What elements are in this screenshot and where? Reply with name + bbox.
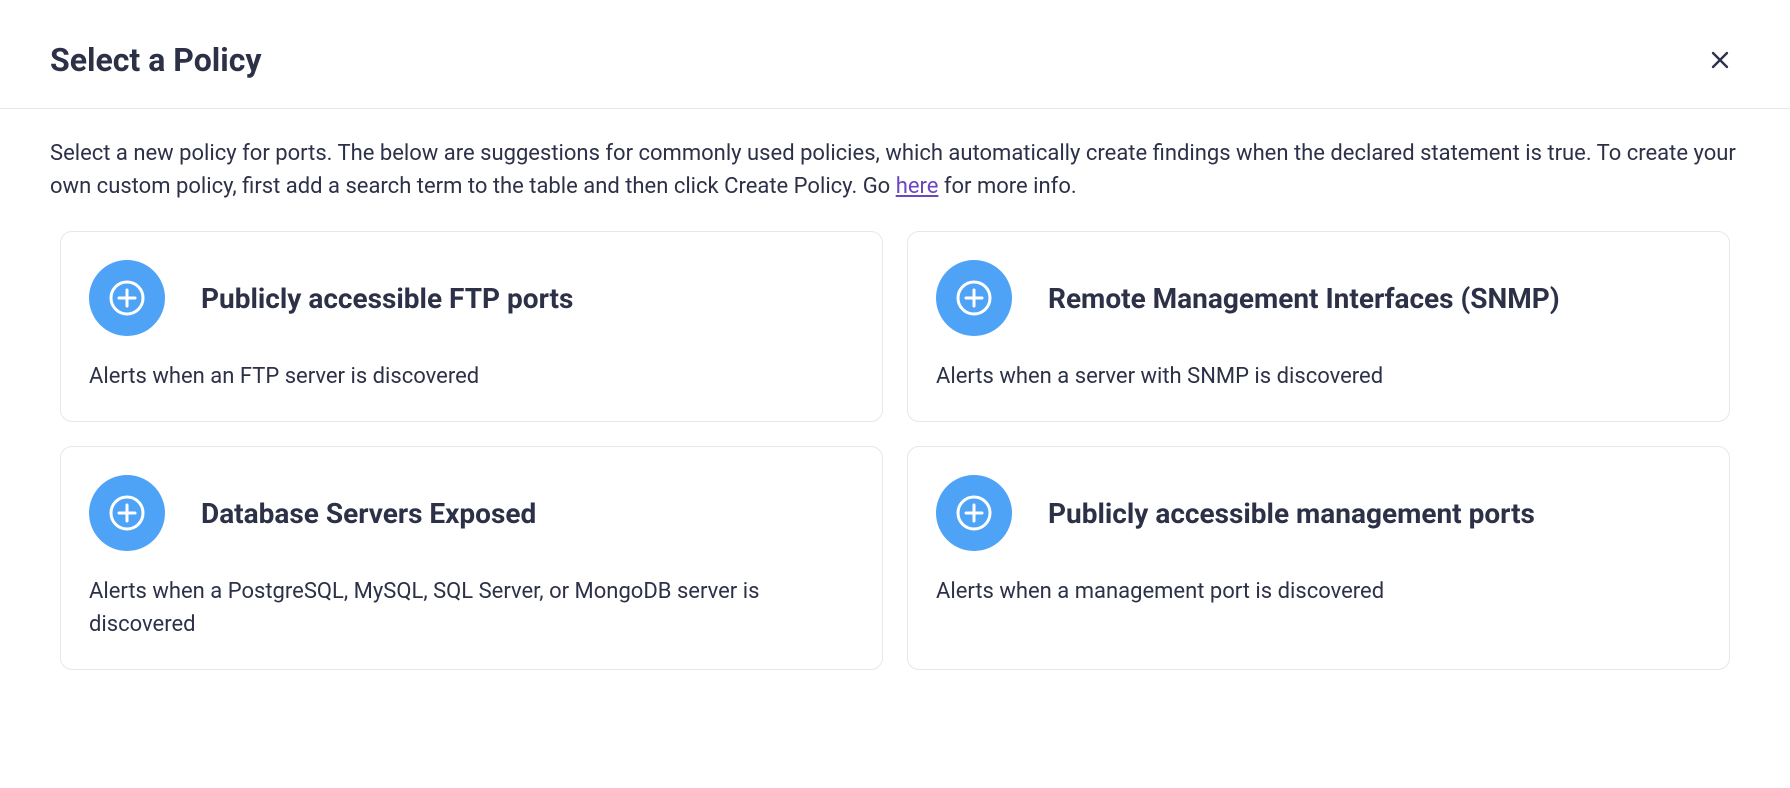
card-description: Alerts when a PostgreSQL, MySQL, SQL Ser… xyxy=(89,575,854,641)
card-title: Publicly accessible FTP ports xyxy=(201,282,573,315)
modal-title: Select a Policy xyxy=(50,41,261,79)
card-title: Remote Management Interfaces (SNMP) xyxy=(1048,282,1560,315)
policy-card-ftp[interactable]: Publicly accessible FTP ports Alerts whe… xyxy=(60,231,883,422)
policy-card-database[interactable]: Database Servers Exposed Alerts when a P… xyxy=(60,446,883,670)
plus-circle-icon xyxy=(954,278,994,318)
card-title: Publicly accessible management ports xyxy=(1048,497,1535,530)
close-button[interactable] xyxy=(1700,40,1740,80)
description-prefix: Select a new policy for ports. The below… xyxy=(50,141,1736,199)
card-header: Database Servers Exposed xyxy=(89,475,854,551)
card-header: Publicly accessible management ports xyxy=(936,475,1701,551)
policy-cards-grid: Publicly accessible FTP ports Alerts whe… xyxy=(0,231,1790,670)
modal-header: Select a Policy xyxy=(0,0,1790,109)
card-title: Database Servers Exposed xyxy=(201,497,536,530)
description-suffix: for more info. xyxy=(938,174,1076,199)
plus-circle-icon xyxy=(954,493,994,533)
policy-card-management[interactable]: Publicly accessible management ports Ale… xyxy=(907,446,1730,670)
card-description: Alerts when a server with SNMP is discov… xyxy=(936,360,1701,393)
modal-description: Select a new policy for ports. The below… xyxy=(0,109,1790,231)
card-header: Remote Management Interfaces (SNMP) xyxy=(936,260,1701,336)
plus-circle-icon xyxy=(107,278,147,318)
add-icon-circle xyxy=(89,475,165,551)
card-description: Alerts when a management port is discove… xyxy=(936,575,1701,608)
close-icon xyxy=(1706,46,1734,74)
add-icon-circle xyxy=(936,475,1012,551)
policy-card-snmp[interactable]: Remote Management Interfaces (SNMP) Aler… xyxy=(907,231,1730,422)
card-description: Alerts when an FTP server is discovered xyxy=(89,360,854,393)
plus-circle-icon xyxy=(107,493,147,533)
add-icon-circle xyxy=(89,260,165,336)
card-header: Publicly accessible FTP ports xyxy=(89,260,854,336)
add-icon-circle xyxy=(936,260,1012,336)
info-link[interactable]: here xyxy=(896,174,939,199)
